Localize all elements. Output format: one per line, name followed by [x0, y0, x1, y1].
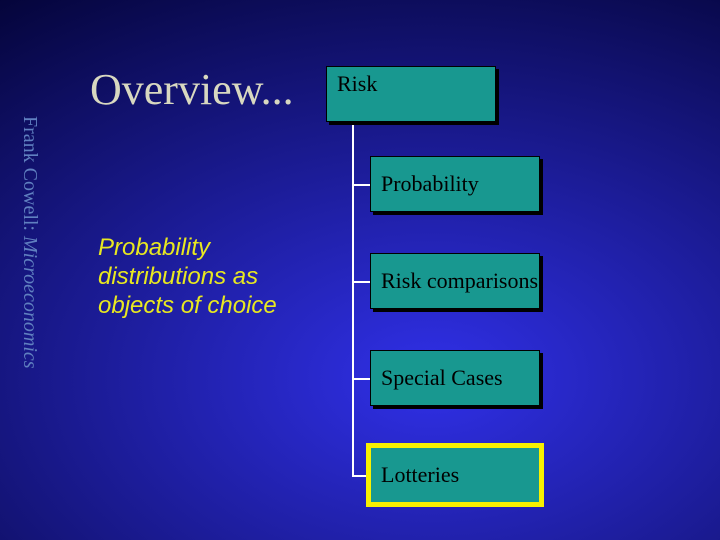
connector-branch-risk-comparisons: [352, 281, 370, 283]
child-box-special-cases: Special Cases: [370, 350, 540, 406]
slide-title: Overview...: [90, 64, 294, 115]
sidebar-work: Microeconomics: [19, 236, 41, 369]
sidebar-attribution: Frank Cowell: Microeconomics: [18, 116, 41, 369]
box-wrap-lotteries: Lotteries: [370, 447, 540, 503]
child-box-lotteries: Lotteries: [370, 447, 540, 503]
box-wrap-risk-comparisons: Risk comparisons: [370, 253, 540, 309]
connector-branch-lotteries: [352, 475, 370, 477]
slide-subtitle: Probability distributions as objects of …: [98, 234, 328, 320]
box-wrap-probability: Probability: [370, 156, 540, 212]
root-box-risk: Risk: [326, 66, 496, 122]
connector-branch-probability: [352, 184, 370, 186]
child-box-probability: Probability: [370, 156, 540, 212]
slide-root: Overview... Frank Cowell: Microeconomics P…: [0, 0, 720, 540]
box-wrap-special-cases: Special Cases: [370, 350, 540, 406]
sidebar-author: Frank Cowell:: [19, 116, 41, 236]
connector-branch-special-cases: [352, 378, 370, 380]
child-box-risk-comparisons: Risk comparisons: [370, 253, 540, 309]
connector-trunk: [352, 122, 354, 475]
